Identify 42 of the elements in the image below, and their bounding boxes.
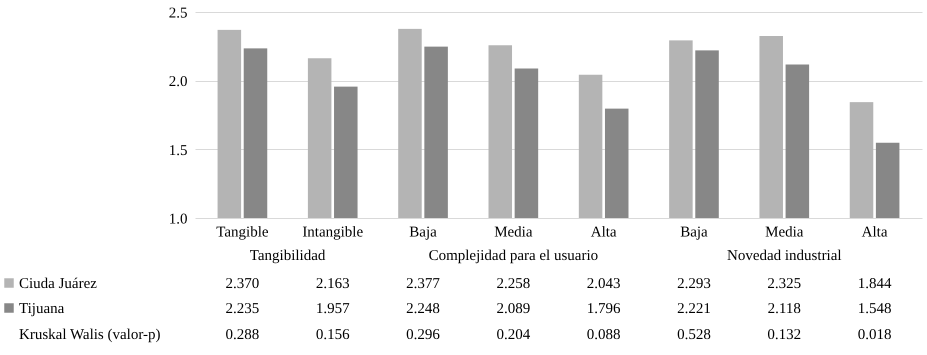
text: 0.528 xyxy=(677,327,711,343)
x-tick-label: Media xyxy=(765,224,804,240)
text: 0.288 xyxy=(226,327,260,343)
x-tick-label: Baja xyxy=(409,224,438,240)
legend-label: Ciuda Juárez xyxy=(19,276,98,292)
text: Complejidad para el usuario xyxy=(428,248,598,264)
data-label: 2.163 xyxy=(316,276,350,292)
data-label: 2.370 xyxy=(226,276,260,292)
data-label: 1.844 xyxy=(858,276,892,292)
y-tick-label: 2.0 xyxy=(168,74,188,90)
data-label: 1.957 xyxy=(316,301,350,317)
text: 0.204 xyxy=(496,327,531,343)
data-label: 2.258 xyxy=(496,276,530,292)
text: Tangibilidad xyxy=(250,248,326,264)
text: Novedad industrial xyxy=(726,248,842,264)
y-tick-label: 2.5 xyxy=(168,6,188,22)
x-tick-label: Intangible xyxy=(302,224,364,240)
data-label: 2.235 xyxy=(226,301,260,317)
data-label: 2.293 xyxy=(677,276,711,292)
text: 0.156 xyxy=(316,327,350,343)
x-tick-label: Baja xyxy=(680,224,708,240)
text: Kruskal Walis (valor-p) xyxy=(19,327,161,343)
data-label: 1.796 xyxy=(586,301,622,317)
x-tick-label: Tangible xyxy=(216,224,269,240)
data-label: 2.248 xyxy=(406,301,440,317)
text: 0.018 xyxy=(858,327,892,343)
data-label: 2.089 xyxy=(496,301,530,317)
y-tick-label: 1.5 xyxy=(168,142,188,159)
legend-label: Tijuana xyxy=(19,301,65,317)
text: 0.296 xyxy=(406,327,440,343)
data-label: 2.043 xyxy=(586,276,621,292)
data-label: 1.548 xyxy=(858,301,892,317)
data-label: 2.221 xyxy=(677,301,711,317)
x-tick-label: Media xyxy=(494,224,533,240)
y-tick-label: 1.0 xyxy=(168,212,188,228)
data-label: 2.325 xyxy=(767,276,802,292)
text: 0.088 xyxy=(586,327,621,343)
x-tick-label: Alta xyxy=(862,224,888,240)
x-tick-label: Alta xyxy=(590,224,617,240)
data-label: 2.118 xyxy=(768,301,801,317)
data-label: 2.377 xyxy=(406,276,440,292)
text: 0.132 xyxy=(767,327,802,343)
